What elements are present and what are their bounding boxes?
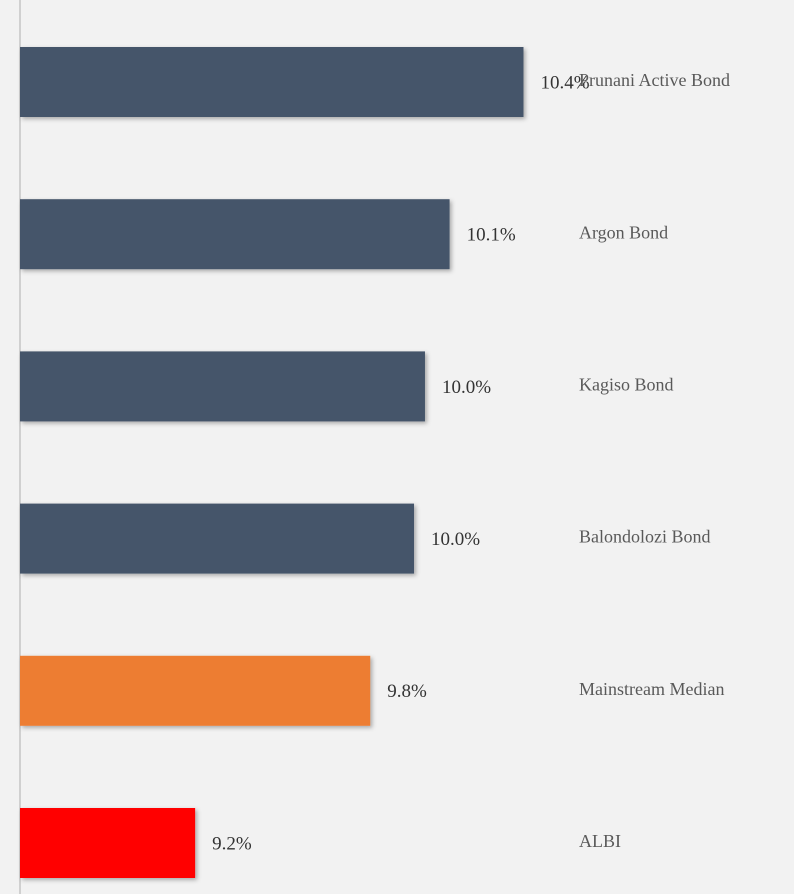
value-label: 10.4% [540, 72, 589, 93]
category-label: ALBI [579, 831, 621, 851]
value-label: 10.0% [431, 529, 480, 550]
value-label: 10.1% [467, 225, 516, 246]
value-label: 9.2% [212, 833, 252, 854]
bar [20, 199, 450, 270]
bar [20, 503, 415, 574]
bar [20, 808, 196, 878]
category-label: Mainstream Median [579, 679, 724, 699]
bar [20, 47, 524, 117]
category-label: Prunani Active Bond [579, 70, 730, 90]
category-label: Kagiso Bond [579, 375, 674, 395]
bar [20, 351, 425, 422]
category-label: Argon Bond [579, 222, 668, 242]
category-label: Balondolozi Bond [579, 527, 711, 547]
value-label: 10.0% [442, 377, 491, 398]
value-label: 9.8% [387, 681, 427, 702]
bar [20, 655, 371, 726]
